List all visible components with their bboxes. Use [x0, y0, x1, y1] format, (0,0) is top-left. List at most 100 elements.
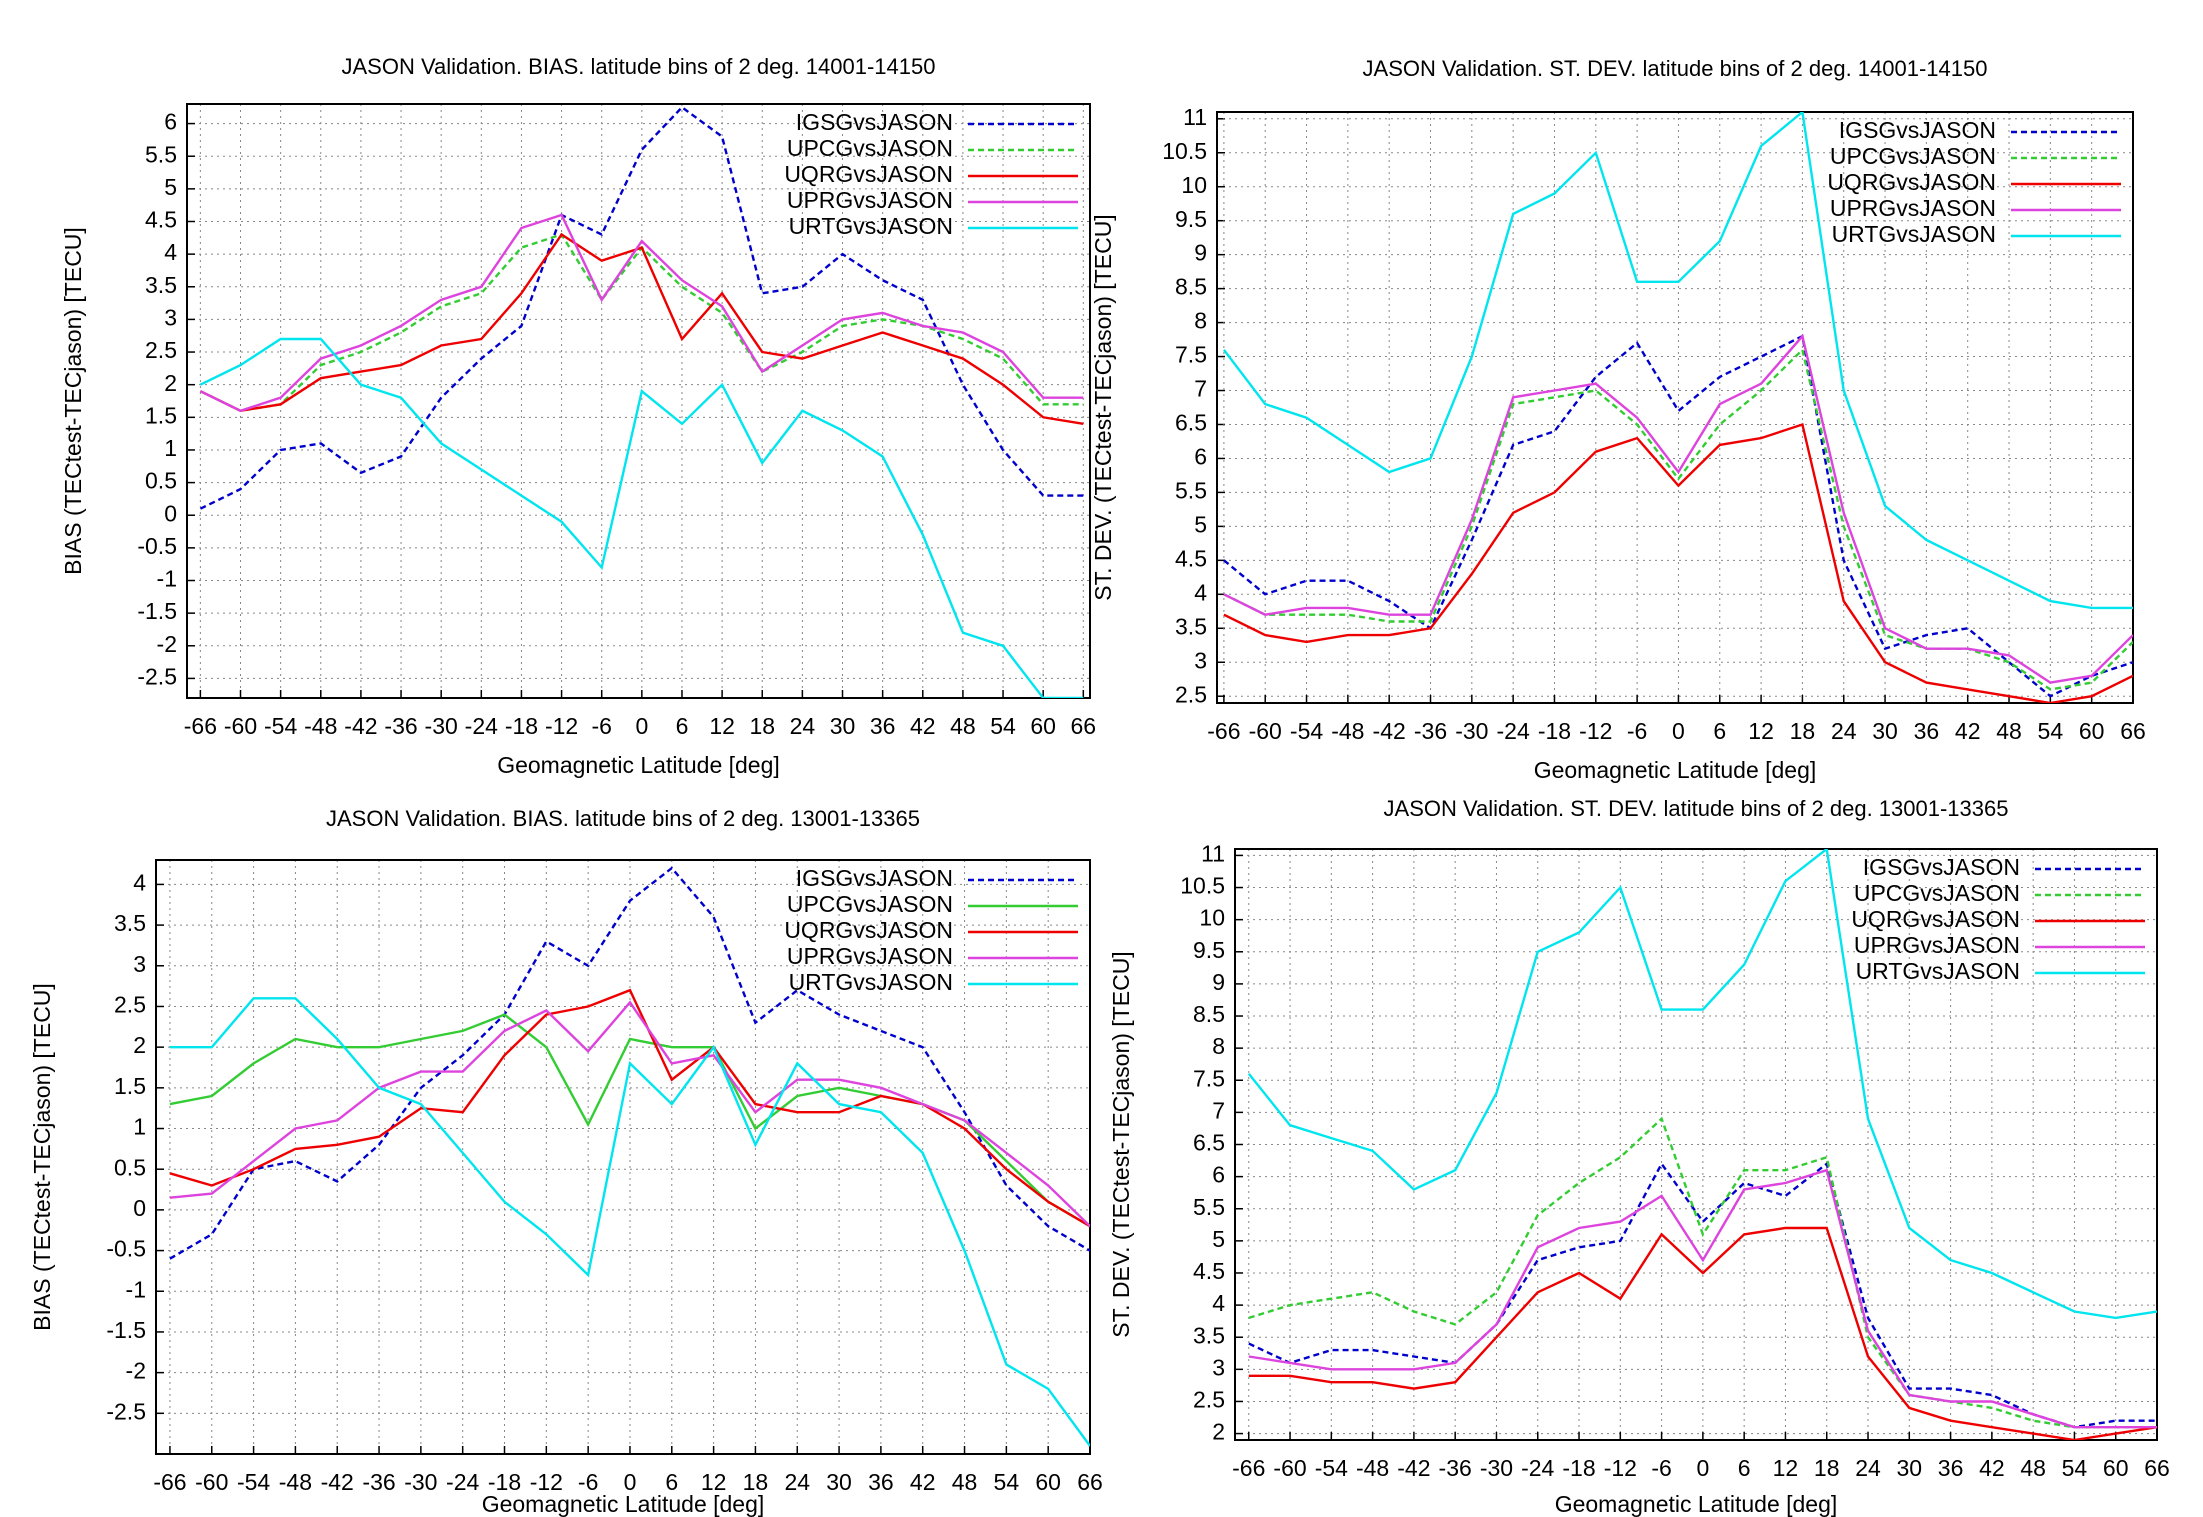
y-tick-label: 9	[1212, 969, 1225, 995]
x-tick-label: -60	[224, 713, 257, 739]
legend-label: URTGvsJASON	[1832, 221, 1996, 247]
y-tick-label: 4	[133, 869, 146, 895]
x-tick-label: 18	[743, 1469, 769, 1495]
y-tick-label: 1.5	[114, 1073, 146, 1099]
x-tick-label: -60	[195, 1469, 228, 1495]
x-tick-label: 6	[1738, 1455, 1751, 1481]
x-tick-label: 0	[635, 713, 648, 739]
x-tick-label: -18	[1538, 718, 1571, 744]
x-tick-label: 30	[1872, 718, 1898, 744]
y-tick-label: 2.5	[1193, 1387, 1225, 1413]
y-tick-label: -2.5	[137, 663, 177, 689]
legend-label: UPCGvsJASON	[1854, 880, 2020, 906]
x-tick-label: 36	[1914, 718, 1940, 744]
y-tick-label: 7	[1194, 376, 1207, 402]
y-tick-label: 4.5	[145, 207, 177, 233]
y-tick-label: 3	[133, 951, 146, 977]
x-tick-label: 48	[952, 1469, 978, 1495]
x-axis-label: Geomagnetic Latitude [deg]	[482, 1491, 765, 1517]
x-tick-label: -24	[446, 1469, 479, 1495]
plot-frame	[1234, 848, 2158, 1441]
x-tick-label: 12	[1773, 1455, 1799, 1481]
series-line	[169, 1000, 1090, 1228]
legend-label: UPCGvsJASON	[787, 135, 953, 161]
legend-label: UPRGvsJASON	[1830, 195, 1996, 221]
x-tick-label: 0	[624, 1469, 637, 1495]
x-tick-label: -66	[1207, 718, 1240, 744]
y-tick-label: 2	[133, 1032, 146, 1058]
x-tick-label: 66	[2144, 1455, 2170, 1481]
x-tick-label: -66	[153, 1469, 186, 1495]
legend-label: UPCGvsJASON	[1830, 143, 1996, 169]
legend-label: UQRGvsJASON	[784, 917, 953, 943]
y-tick-label: 4	[164, 239, 177, 265]
y-tick-label: 9.5	[1193, 937, 1225, 963]
chart: JASON Validation. BIAS. latitude bins of…	[60, 54, 1096, 778]
legend-label: IGSGvsJASON	[1863, 854, 2020, 880]
x-tick-label: -36	[362, 1469, 395, 1495]
x-tick-label: 6	[676, 713, 689, 739]
x-tick-label: -24	[1521, 1455, 1554, 1481]
legend-label: IGSGvsJASON	[796, 109, 953, 135]
y-tick-label: 11	[1201, 841, 1225, 867]
x-tick-label: -30	[425, 713, 458, 739]
y-tick-label: 3	[164, 304, 177, 330]
y-axis-label: ST. DEV. (TECtest-TECjason) [TECU]	[1090, 214, 1116, 600]
y-axis-label: BIAS (TECtest-TECjason) [TECU]	[29, 983, 55, 1331]
y-tick-label: 6.5	[1175, 410, 1207, 436]
x-tick-label: -6	[1651, 1455, 1671, 1481]
series-line	[199, 232, 1084, 425]
x-tick-label: -48	[1356, 1455, 1389, 1481]
x-tick-label: -12	[1604, 1455, 1637, 1481]
x-tick-label: 24	[784, 1469, 810, 1495]
legend-label: IGSGvsJASON	[1839, 117, 1996, 143]
x-tick-label: 48	[1996, 718, 2022, 744]
x-tick-label: -54	[1290, 718, 1323, 744]
x-tick-label: 42	[910, 1469, 936, 1495]
x-tick-label: -18	[488, 1469, 521, 1495]
x-tick-label: -24	[1497, 718, 1530, 744]
x-tick-label: -18	[505, 713, 538, 739]
legend-label: URTGvsJASON	[789, 969, 953, 995]
x-tick-label: 42	[910, 713, 936, 739]
x-tick-label: 12	[701, 1469, 727, 1495]
y-tick-label: 5	[1194, 511, 1207, 537]
chart: JASON Validation. ST. DEV. latitude bins…	[1090, 56, 2146, 783]
x-tick-label: 54	[2062, 1455, 2088, 1481]
series-line	[1223, 347, 2133, 691]
y-tick-label: 4	[1194, 579, 1207, 605]
x-tick-label: -60	[1249, 718, 1282, 744]
y-tick-label: 5.5	[145, 141, 177, 167]
y-tick-label: 8	[1194, 308, 1207, 334]
x-tick-label: 12	[1748, 718, 1774, 744]
x-tick-label: 66	[1077, 1469, 1103, 1495]
legend-label: UPRGvsJASON	[787, 943, 953, 969]
y-tick-label: -1	[126, 1276, 146, 1302]
series-line	[1223, 422, 2133, 703]
x-tick-label: 0	[1672, 718, 1685, 744]
y-tick-label: 10	[1181, 172, 1207, 198]
legend-label: UQRGvsJASON	[1827, 169, 1996, 195]
y-tick-label: 11	[1183, 104, 1207, 130]
x-tick-label: -42	[321, 1469, 354, 1495]
x-tick-label: -66	[1232, 1455, 1265, 1481]
x-tick-label: 24	[790, 713, 816, 739]
x-tick-label: -36	[384, 713, 417, 739]
x-tick-label: 42	[1979, 1455, 2005, 1481]
y-tick-label: 2	[1212, 1419, 1225, 1445]
y-tick-label: 4.5	[1193, 1258, 1225, 1284]
y-tick-label: -2.5	[106, 1398, 146, 1424]
y-tick-label: 2	[164, 370, 177, 396]
y-tick-label: 7.5	[1175, 342, 1207, 368]
x-tick-label: 60	[2103, 1455, 2129, 1481]
chart-title: JASON Validation. ST. DEV. latitude bins…	[1384, 796, 2009, 821]
x-tick-label: 42	[1955, 718, 1981, 744]
x-tick-label: -36	[1439, 1455, 1472, 1481]
series-line	[169, 988, 1090, 1228]
x-tick-label: 30	[1897, 1455, 1923, 1481]
x-tick-label: 18	[1790, 718, 1816, 744]
y-tick-label: 9	[1194, 240, 1207, 266]
y-tick-label: 5.5	[1193, 1194, 1225, 1220]
x-tick-label: 60	[1030, 713, 1056, 739]
legend-label: UPRGvsJASON	[787, 187, 953, 213]
